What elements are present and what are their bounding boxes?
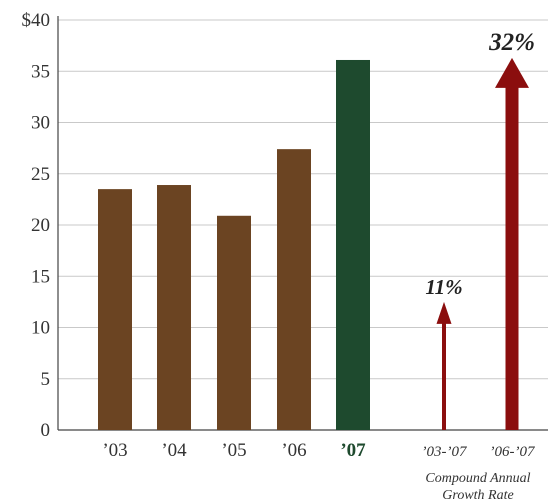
bar [277, 149, 311, 430]
growth-arrow-shaft [505, 86, 519, 431]
x-tick-label: ’05 [221, 440, 246, 461]
growth-period-label: ’06-’07 [490, 444, 536, 460]
growth-rate-label: 32% [488, 29, 535, 56]
x-tick-label: ’07 [340, 440, 366, 461]
y-tick-label: 20 [31, 215, 50, 236]
cagr-caption-line-2: Growth Rate [442, 488, 513, 503]
bars [98, 59, 370, 430]
cagr-caption-line-1: Compound Annual [425, 471, 530, 486]
labels: 0 5 10 15 20 25 30 35 $40 ’03 ’04 ’05 ’06 ’07 11% ’03-’… [22, 10, 536, 461]
bar [98, 189, 132, 430]
x-tick-label: ’04 [161, 440, 187, 461]
x-tick-label: ’03 [102, 440, 127, 461]
growth-arrow-head [495, 57, 529, 88]
bar [336, 59, 370, 430]
y-tick-label: 0 [41, 420, 51, 441]
growth-arrow-shaft [442, 322, 446, 430]
y-tick-label: 30 [31, 113, 50, 134]
y-tick-label: $40 [22, 10, 51, 31]
x-tick-label: ’06 [281, 440, 306, 461]
y-tick-label: 5 [41, 369, 51, 390]
growth-rate-label: 11% [425, 275, 462, 299]
y-tick-label: 10 [31, 318, 50, 339]
y-tick-label: 35 [31, 61, 50, 82]
growth-arrow-head [436, 301, 452, 324]
growth-period-label: ’03-’07 [422, 444, 468, 460]
y-tick-label: 25 [31, 164, 50, 185]
y-tick-label: 15 [31, 266, 50, 287]
growth-arrows [436, 57, 529, 431]
bar [157, 185, 191, 430]
bar [217, 215, 251, 430]
